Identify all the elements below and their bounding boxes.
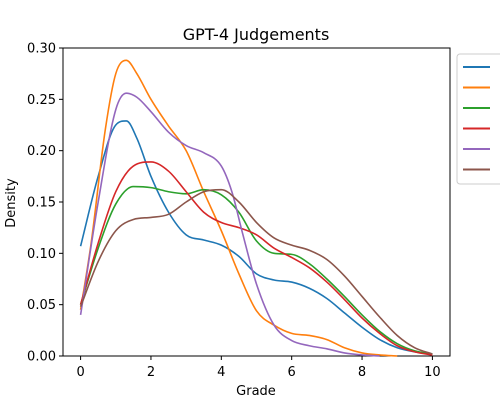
y-tick-label: 0.25 [27, 93, 56, 108]
series-line-6 [79, 188, 433, 355]
series-line-1 [79, 120, 433, 355]
x-tick-label: 0 [76, 365, 84, 380]
plot-frame [62, 47, 451, 357]
x-tick-label: 8 [358, 365, 366, 380]
x-tick-label: 6 [288, 365, 296, 380]
legend-box [456, 53, 500, 185]
x-tick-label: 10 [424, 365, 441, 380]
series-layer [79, 59, 433, 357]
y-tick-label: 0.05 [27, 298, 56, 313]
chart-title: GPT-4 Judgements [183, 25, 330, 44]
y-tick-label: 0.20 [27, 144, 56, 159]
x-axis-label: Grade [236, 384, 276, 399]
x-tick-label: 4 [217, 365, 225, 380]
y-tick-label: 0.10 [27, 247, 56, 262]
axes-layer: 0 2 4 6 8 10 0.00 0.05 0.10 0.15 0.20 0.25 0.30 [27, 42, 441, 381]
y-tick-label: 0.00 [27, 350, 56, 365]
series-line-3 [79, 185, 433, 355]
y-axis-label: Density [4, 178, 19, 228]
legend [456, 53, 500, 185]
plot-area [62, 47, 451, 357]
series-line-4 [79, 161, 433, 356]
y-tick-label: 0.30 [27, 42, 56, 57]
series-line-5 [79, 92, 380, 357]
series-line-2 [79, 59, 398, 357]
y-tick-label: 0.15 [27, 196, 56, 211]
x-tick-label: 2 [147, 365, 155, 380]
